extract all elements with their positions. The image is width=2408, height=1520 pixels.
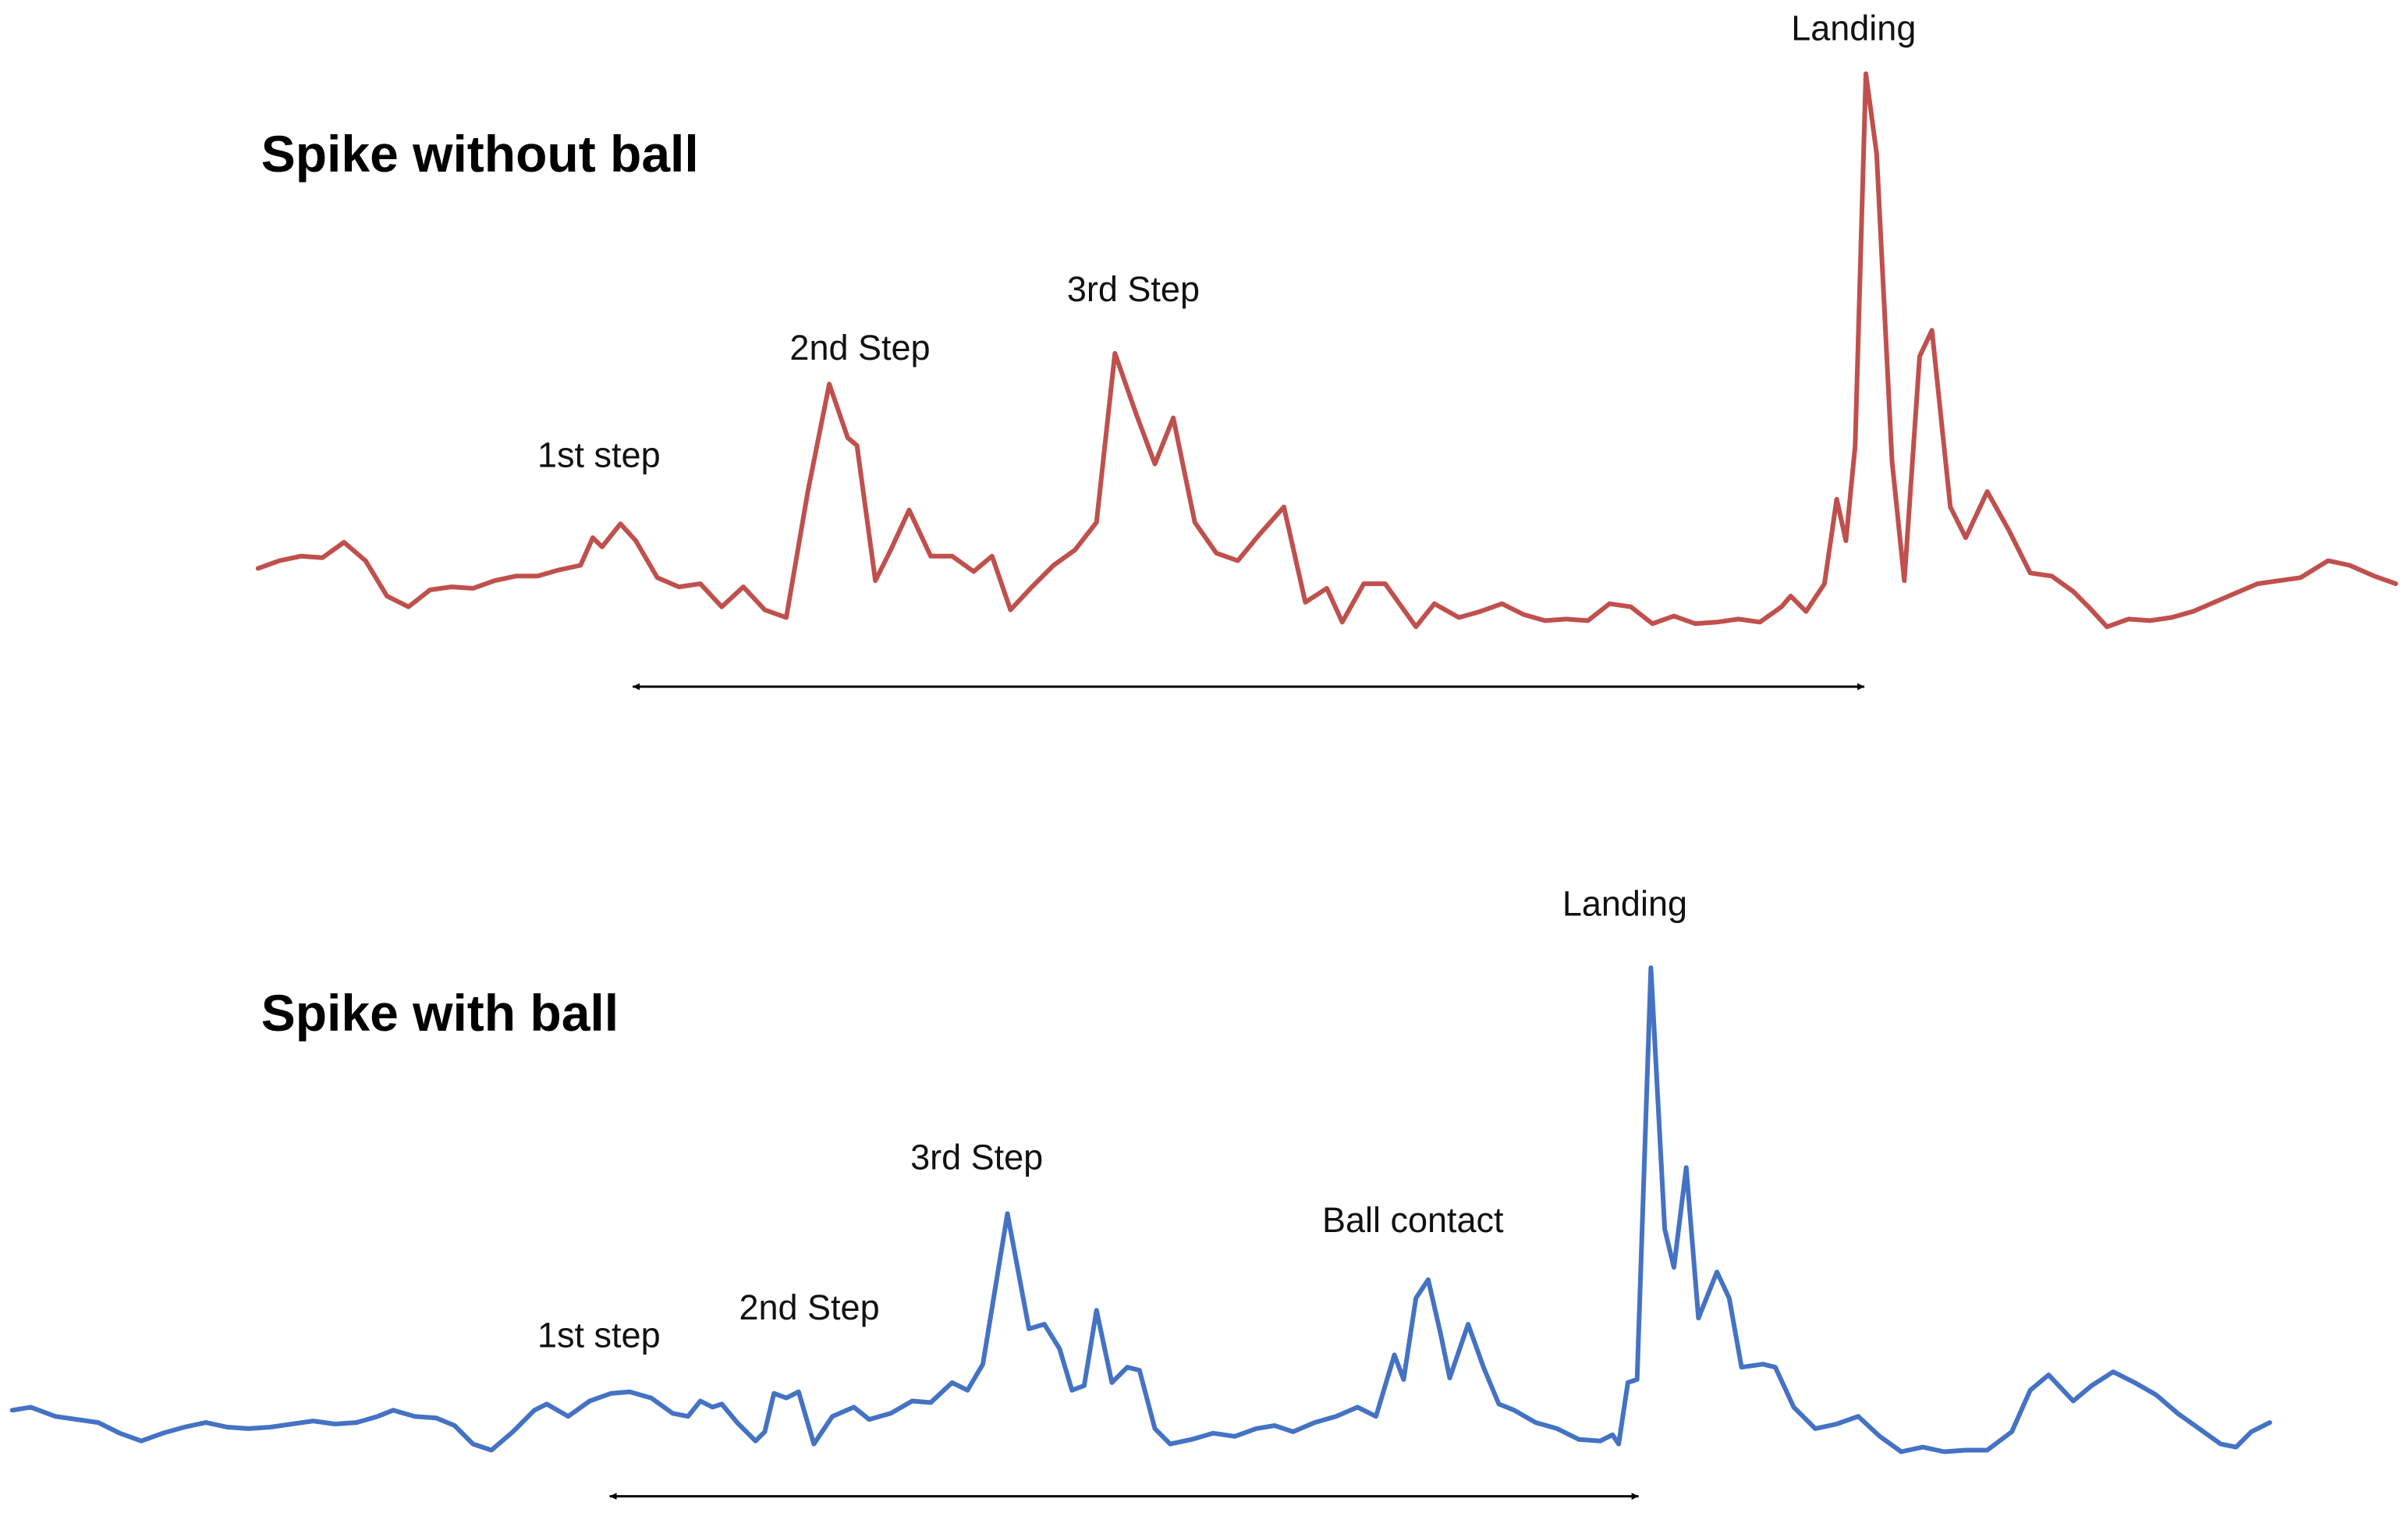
panel-title: Spike without ball bbox=[261, 125, 699, 183]
annotation: Landing bbox=[1562, 883, 1687, 923]
annotation: 2nd Step bbox=[739, 1287, 879, 1327]
annotation: Landing bbox=[1791, 8, 1916, 48]
annotation: 2nd Step bbox=[789, 328, 930, 368]
annotation: 3rd Step bbox=[1067, 269, 1200, 309]
annotation: 1st step bbox=[537, 1316, 661, 1355]
panel-title: Spike with ball bbox=[261, 984, 619, 1042]
annotation: 1st step bbox=[537, 435, 661, 475]
signal-line bbox=[255, 71, 2399, 630]
annotation: 3rd Step bbox=[910, 1137, 1043, 1177]
annotation: Ball contact bbox=[1322, 1200, 1504, 1240]
signal-line bbox=[9, 965, 2272, 1454]
